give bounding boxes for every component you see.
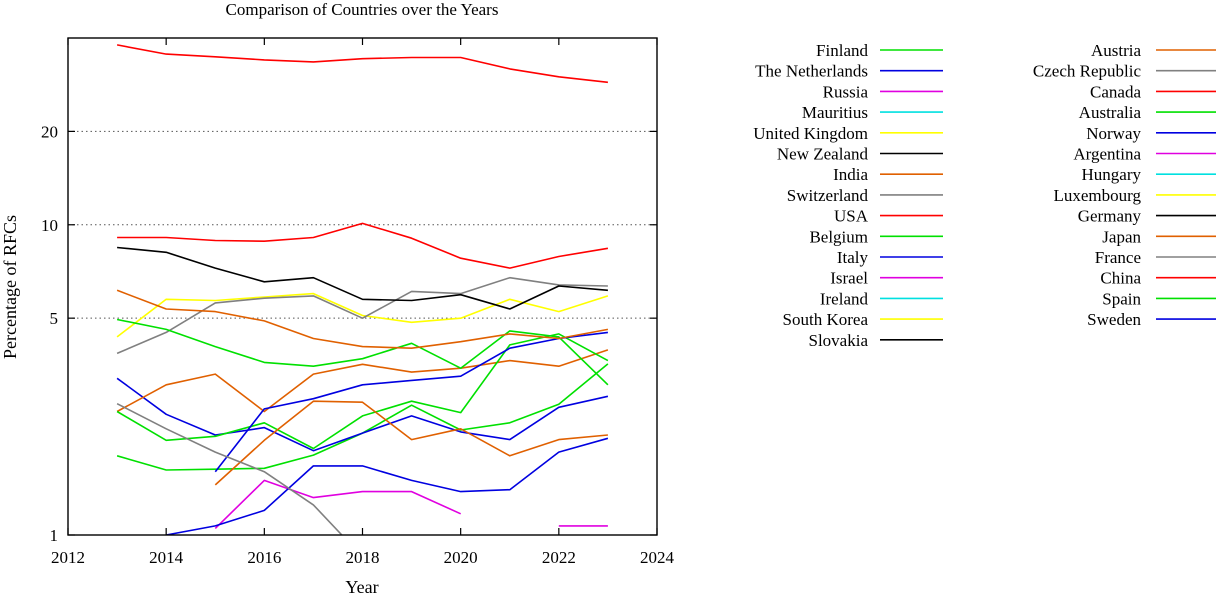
legend-label-usa: USA (834, 207, 869, 226)
series-line-italy (166, 437, 609, 535)
y-tick-label-1: 1 (50, 526, 59, 545)
legend-label-argentina: Argentina (1073, 145, 1141, 164)
legend-label-united-kingdom: United Kingdom (753, 124, 868, 143)
series-lines (116, 44, 609, 535)
y-axis-label: Percentage of RFCs (0, 215, 20, 359)
legend-label-belgium: Belgium (809, 227, 868, 246)
series-line-norway (214, 331, 608, 473)
axis-ticks: 2012 2014 2016 2018 2020 2022 2024 1 5 10 20 (41, 38, 675, 567)
series-line-canada (116, 44, 608, 84)
x-tick-label-2014: 2014 (149, 548, 184, 567)
legend-label-russia: Russia (823, 82, 869, 101)
legend-label-japan: Japan (1102, 227, 1141, 246)
y-tick-label-20: 20 (41, 122, 58, 141)
series-line-japan (116, 289, 609, 349)
legend-label-finland: Finland (816, 41, 868, 60)
series-line-france (116, 402, 343, 535)
legend-label-china: China (1100, 269, 1141, 288)
series-line-india (116, 349, 609, 413)
series-line-czech-republic (116, 276, 608, 355)
legend-label-italy: Italy (837, 248, 869, 267)
legend-label-sweden: Sweden (1087, 310, 1141, 329)
legend-label-spain: Spain (1102, 289, 1141, 308)
x-tick-label-2022: 2022 (542, 548, 576, 567)
series-line-austria (214, 400, 608, 486)
series-line-germany (117, 246, 608, 310)
plot-area (116, 44, 609, 535)
legend-label-israel: Israel (830, 269, 868, 288)
legend-label-south-korea: South Korea (783, 310, 869, 329)
series-line-belgium (116, 333, 609, 450)
y-tick-label-5: 5 (50, 309, 59, 328)
legend-label-switzerland: Switzerland (787, 186, 869, 205)
series-line-usa (117, 222, 609, 269)
chart-title: Comparison of Countries over the Years (226, 0, 499, 19)
x-tick-label-2012: 2012 (51, 548, 85, 567)
legend-label-the-netherlands: The Netherlands (755, 62, 868, 81)
x-tick-label-2020: 2020 (444, 548, 478, 567)
legend-label-slovakia: Slovakia (809, 331, 869, 350)
legend-label-canada: Canada (1090, 82, 1141, 101)
x-tick-label-2018: 2018 (346, 548, 380, 567)
legend-label-luxembourg: Luxembourg (1053, 186, 1141, 205)
series-line-united-kingdom (116, 292, 609, 338)
legend-label-mauritius: Mauritius (802, 103, 868, 122)
grid-lines (68, 130, 657, 319)
legend-label-norway: Norway (1086, 124, 1141, 143)
legend-label-austria: Austria (1091, 41, 1142, 60)
legend-label-hungary: Hungary (1082, 165, 1142, 184)
series-line-the-netherlands (116, 377, 609, 452)
legend-label-germany: Germany (1078, 207, 1142, 226)
x-tick-label-2024: 2024 (640, 548, 675, 567)
legend-label-czech-republic: Czech Republic (1033, 62, 1142, 81)
series-line-australia (116, 318, 609, 386)
legend-label-india: India (833, 165, 868, 184)
legend-label-australia: Australia (1079, 103, 1142, 122)
series-line-russia (214, 479, 462, 529)
x-axis-label: Year (345, 577, 378, 595)
legend-label-ireland: Ireland (820, 289, 869, 308)
legend-label-new-zealand: New Zealand (777, 145, 869, 164)
y-tick-label-10: 10 (41, 216, 58, 235)
legend-label-france: France (1095, 248, 1141, 267)
x-tick-label-2016: 2016 (247, 548, 281, 567)
